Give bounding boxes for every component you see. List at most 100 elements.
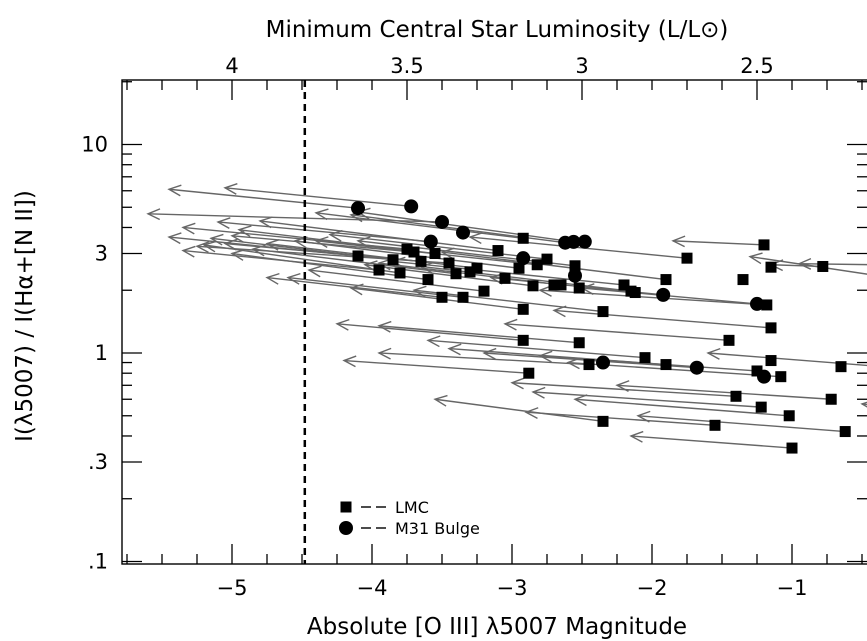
lmc-point	[761, 299, 773, 311]
evolution-arrow	[706, 347, 867, 367]
lmc-point	[758, 239, 770, 251]
lmc-point	[387, 254, 399, 266]
lmc-point	[531, 259, 543, 271]
x-axis-label: Absolute [O III] λ5007 Magnitude	[307, 614, 687, 640]
lmc-point	[492, 245, 504, 257]
lmc-point	[755, 401, 767, 413]
y-tick-label: 10	[81, 133, 108, 157]
evolution-arrow	[538, 350, 758, 372]
lmc-point	[765, 261, 777, 273]
top-tick-label: 2.5	[740, 54, 773, 78]
lmc-point	[471, 262, 483, 274]
evolution-arrow	[146, 208, 443, 223]
lmc-point	[527, 280, 539, 292]
lmc-point	[660, 359, 672, 371]
evolution-arrow	[503, 318, 730, 342]
lmc-point	[765, 322, 777, 334]
evolution-arrow	[216, 217, 431, 243]
legend-label: M31 Bulge	[395, 519, 480, 538]
evolution-arrow	[377, 320, 580, 344]
x-tick-label: −2	[637, 576, 668, 600]
lmc-point	[639, 352, 651, 364]
evolution-arrow	[167, 184, 359, 209]
evolution-arrow	[342, 355, 529, 374]
evolution-arrow	[426, 335, 646, 359]
evolution-arrow	[377, 347, 590, 366]
lmc-point	[429, 248, 441, 260]
lmc-point	[517, 232, 529, 244]
lmc-point	[583, 359, 595, 371]
y-tick-label: .1	[88, 550, 108, 574]
lmc-point	[513, 262, 525, 274]
top-axis-label: Minimum Central Star Luminosity (L/L⊙)	[266, 17, 729, 43]
lmc-point	[499, 272, 511, 284]
lmc-point	[737, 274, 749, 286]
lmc-point	[450, 268, 462, 280]
x-tick-label: −5	[217, 576, 248, 600]
lmc-point	[401, 243, 413, 255]
lmc-point	[517, 303, 529, 315]
evolution-arrow	[636, 410, 846, 433]
y-tick-label: .3	[88, 450, 108, 474]
legend-square-marker	[340, 501, 352, 513]
lmc-point	[415, 255, 427, 267]
top-tick-label: 3	[575, 54, 588, 78]
legend: LMC M31 Bulge	[339, 498, 480, 538]
x-tick-label: −4	[357, 576, 388, 600]
lmc-point	[443, 257, 455, 269]
evolution-arrow	[440, 247, 667, 281]
evolution-arrow	[314, 236, 538, 266]
lmc-point	[765, 355, 777, 367]
lmc-point	[817, 260, 829, 272]
lmc-point	[751, 365, 763, 377]
lmc-point	[618, 279, 630, 291]
lmc-point	[373, 264, 385, 276]
evolution-arrow	[258, 216, 499, 252]
lmc-point	[783, 410, 795, 422]
lmc-point	[548, 279, 560, 291]
lmc-point	[775, 371, 787, 383]
lmc-point	[352, 250, 364, 262]
lmc-point	[422, 274, 434, 286]
evolution-arrow	[629, 430, 793, 449]
evolution-arrow	[671, 235, 765, 248]
lmc-point	[573, 337, 585, 349]
evolution-arrow	[797, 257, 867, 270]
m31-bulge-point	[566, 234, 581, 249]
m31-bulge-point	[596, 355, 610, 370]
lmc-point	[569, 260, 581, 272]
m31-bulge-point	[351, 201, 365, 216]
evolution-arrow	[223, 183, 412, 208]
m31-bulge-point	[750, 296, 764, 311]
lmc-point	[835, 361, 847, 373]
lmc-point	[629, 287, 641, 299]
lmc-point	[478, 285, 490, 297]
lmc-point	[541, 253, 553, 265]
y-tick-label: 1	[95, 341, 108, 365]
evolution-arrow	[860, 401, 867, 408]
ticks-layer: −5 −4 −3 −2 −1 4 3.5 3 2.5 10 3 1 .3 .1	[81, 54, 867, 600]
m31-bulge-point	[423, 234, 438, 249]
top-tick-label: 4	[225, 54, 238, 78]
evolution-arrow	[468, 232, 688, 259]
lmc-point	[555, 279, 567, 291]
evolution-arrow	[335, 318, 524, 342]
evolution-arrow	[307, 265, 485, 292]
top-tick-label: 3.5	[390, 54, 423, 78]
lmc-point	[660, 274, 672, 286]
lmc-point	[464, 266, 476, 278]
evolution-arrow	[286, 272, 464, 298]
lmc-point	[839, 426, 851, 438]
m31-bulge-point	[568, 268, 582, 283]
lmc-point	[457, 291, 469, 303]
lmc-point	[523, 367, 535, 379]
evolution-arrow	[531, 386, 762, 408]
evolution-arrow	[524, 407, 716, 427]
evolution-arrow	[447, 343, 667, 366]
m31-bulge-point	[456, 225, 470, 240]
m31-bulge-point	[516, 251, 531, 266]
legend-label: LMC	[395, 498, 429, 517]
m31-bulge-point	[757, 369, 771, 384]
x-tick-label: −3	[497, 576, 528, 600]
